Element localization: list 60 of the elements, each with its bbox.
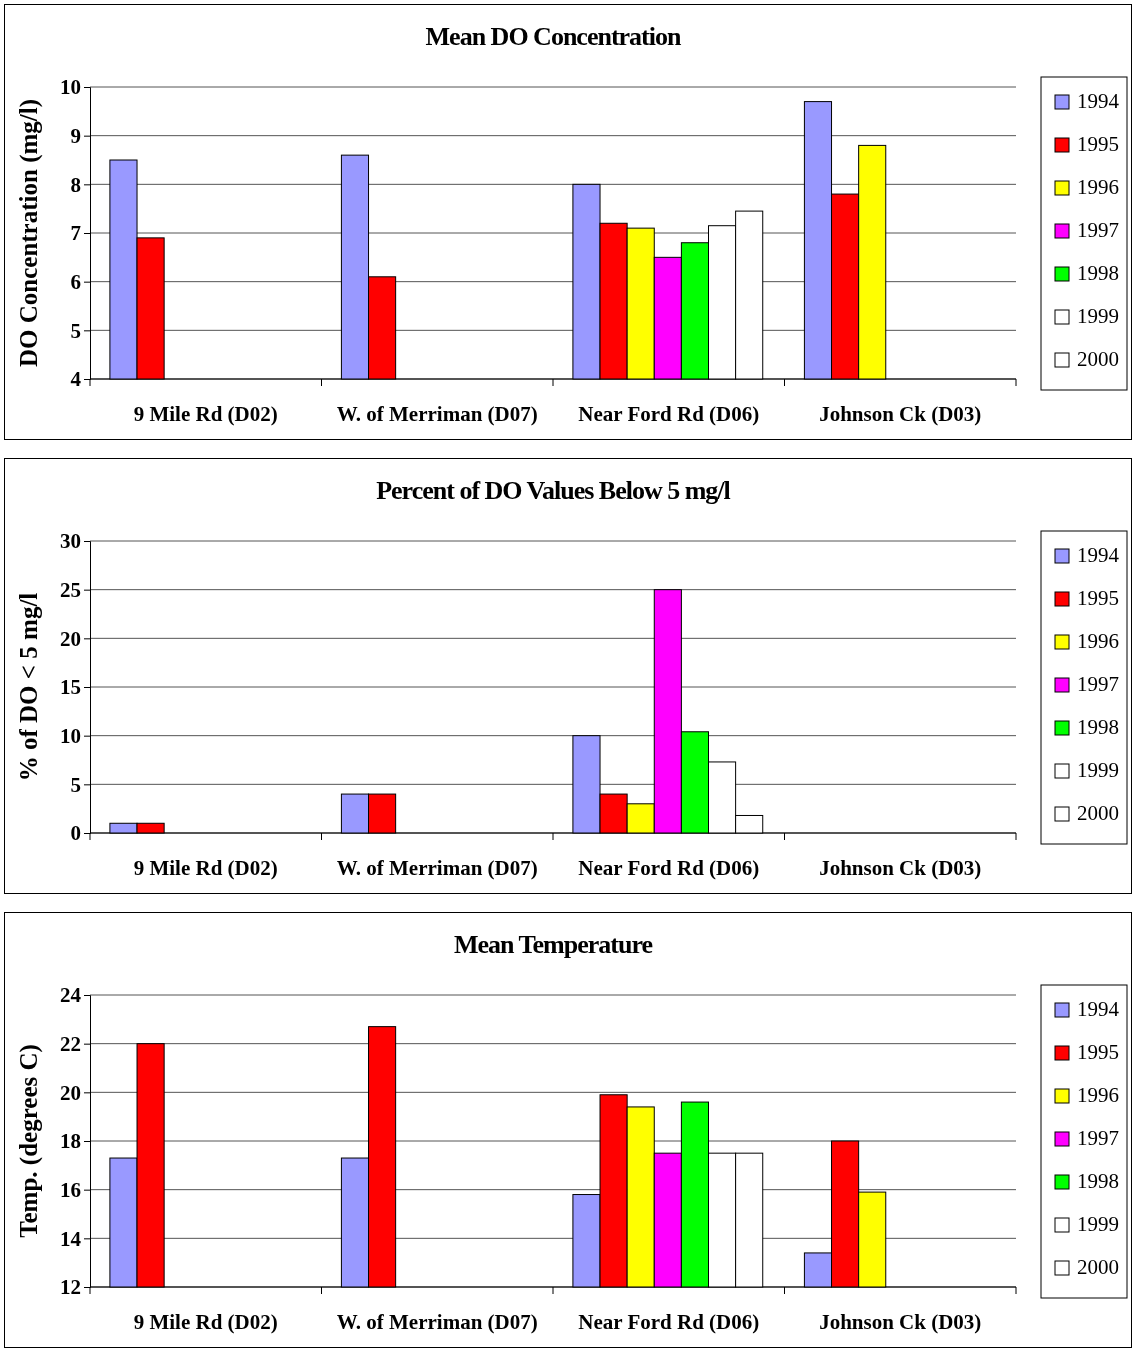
y-tick-label: 7 <box>70 221 81 246</box>
y-tick-label: 10 <box>60 75 81 100</box>
legend-label: 1998 <box>1077 1169 1119 1193</box>
legend-label: 1997 <box>1077 218 1119 242</box>
legend-label: 1997 <box>1077 672 1119 696</box>
x-tick-label: W. of Merriman (D07) <box>336 856 538 880</box>
legend-label: 2000 <box>1077 1255 1119 1279</box>
legend-label: 1997 <box>1077 1126 1119 1150</box>
chart-title: Mean DO Concentration <box>425 22 682 51</box>
legend-label: 1994 <box>1077 543 1120 567</box>
x-tick-label: W. of Merriman (D07) <box>336 1310 538 1334</box>
y-tick-label: 15 <box>60 675 81 700</box>
y-tick-label: 9 <box>70 123 81 148</box>
y-tick-label: 6 <box>70 269 81 294</box>
x-tick-label: Near Ford Rd (D06) <box>578 856 760 880</box>
x-tick-label: Johnson Ck (D03) <box>819 856 982 880</box>
x-tick-label: Near Ford Rd (D06) <box>578 1310 760 1334</box>
chart-title: Mean Temperature <box>454 930 653 959</box>
legend-label: 1995 <box>1077 132 1119 156</box>
x-tick-label: Near Ford Rd (D06) <box>578 402 760 426</box>
legend-label: 1998 <box>1077 715 1119 739</box>
x-tick-label: Johnson Ck (D03) <box>819 402 982 426</box>
x-tick-label: Johnson Ck (D03) <box>819 1310 982 1334</box>
y-axis-title: Temp. (degrees C) <box>15 1044 43 1238</box>
legend-label: 1996 <box>1077 629 1119 653</box>
y-tick-label: 16 <box>60 1177 81 1202</box>
y-tick-label: 18 <box>60 1129 81 1154</box>
y-tick-label: 10 <box>60 723 81 748</box>
y-tick-label: 25 <box>60 577 81 602</box>
y-axis-title: % of DO < 5 mg/l <box>15 592 42 782</box>
chart-title: Percent of DO Values Below 5 mg/l <box>376 476 731 505</box>
x-tick-label: 9 Mile Rd (D02) <box>133 1310 278 1334</box>
legend-label: 1999 <box>1077 758 1119 782</box>
y-tick-label: 22 <box>60 1031 81 1056</box>
x-tick-label: 9 Mile Rd (D02) <box>133 856 278 880</box>
legend-label: 1994 <box>1077 997 1120 1021</box>
legend-label: 2000 <box>1077 801 1119 825</box>
legend-label: 1999 <box>1077 304 1119 328</box>
y-tick-label: 4 <box>70 367 82 392</box>
y-tick-label: 14 <box>60 1226 82 1251</box>
legend-label: 1995 <box>1077 586 1119 610</box>
y-tick-label: 12 <box>60 1275 81 1300</box>
legend-label: 1994 <box>1077 89 1120 113</box>
y-tick-label: 24 <box>60 983 82 1008</box>
legend-label: 1996 <box>1077 175 1119 199</box>
legend-label: 1995 <box>1077 1040 1119 1064</box>
x-tick-label: 9 Mile Rd (D02) <box>133 402 278 426</box>
x-tick-label: W. of Merriman (D07) <box>336 402 538 426</box>
y-axis-title: DO Concentration (mg/l) <box>15 98 43 368</box>
y-tick-label: 30 <box>60 529 81 554</box>
legend-label: 1996 <box>1077 1083 1119 1107</box>
y-tick-label: 5 <box>70 318 81 343</box>
y-tick-label: 20 <box>60 626 81 651</box>
y-tick-label: 5 <box>70 772 81 797</box>
y-tick-label: 0 <box>70 821 81 846</box>
y-tick-label: 8 <box>70 172 81 197</box>
y-tick-label: 20 <box>60 1080 81 1105</box>
legend-label: 1998 <box>1077 261 1119 285</box>
legend-label: 1999 <box>1077 1212 1119 1236</box>
legend-label: 2000 <box>1077 347 1119 371</box>
